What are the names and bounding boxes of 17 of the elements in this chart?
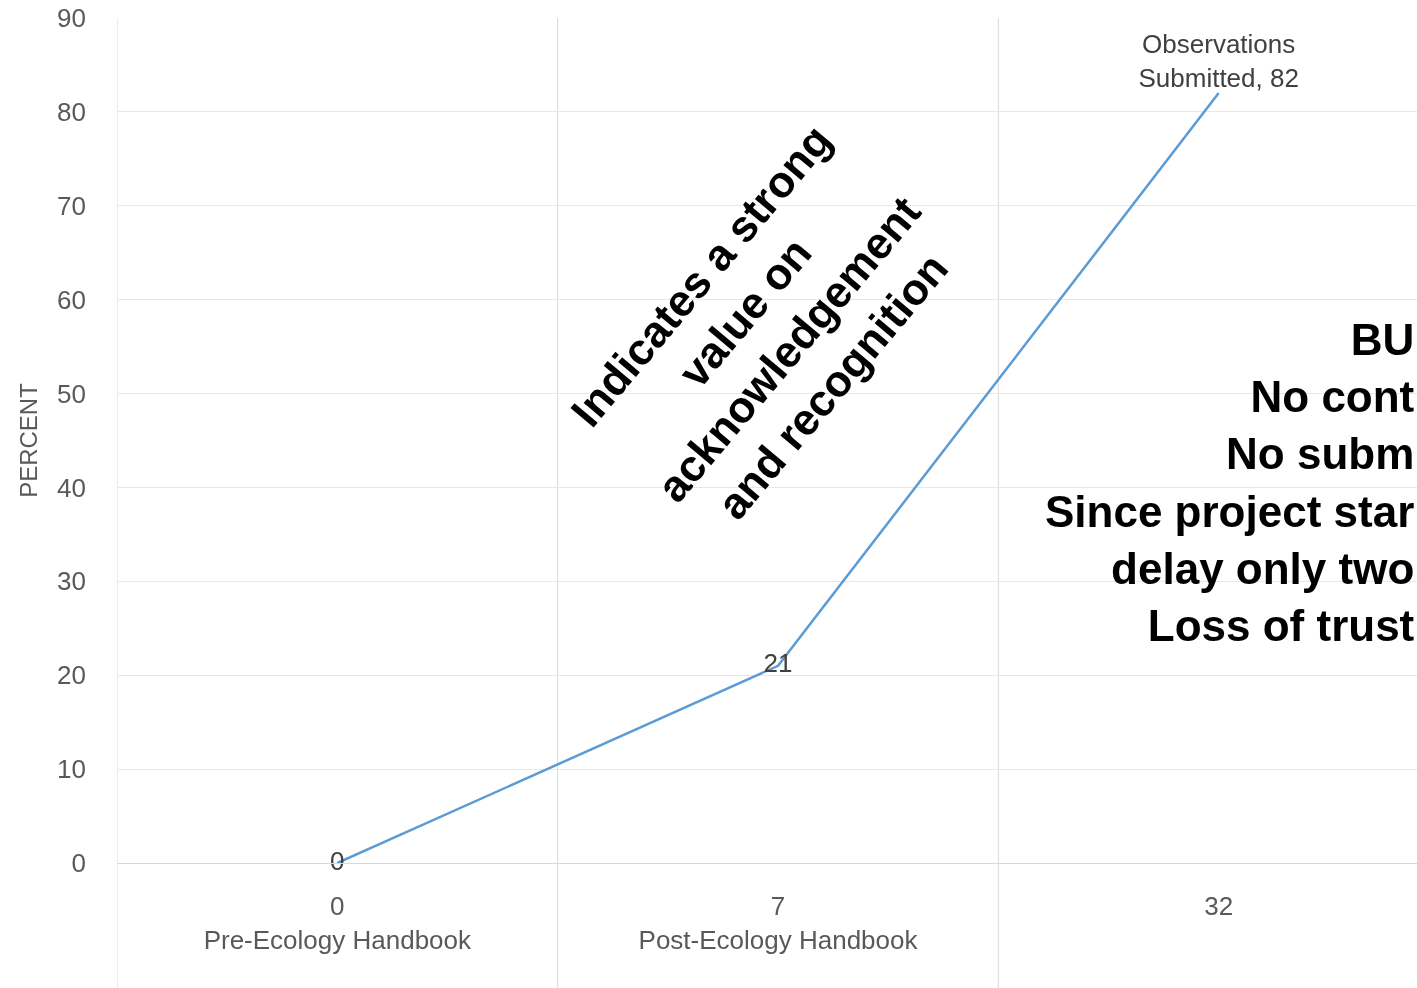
y-tick-label: 20 (57, 660, 86, 691)
y-axis-title: PERCENT (15, 382, 43, 498)
annotation: BU No cont No subm Since project star delay only two Loss of trust (1045, 315, 1415, 650)
x-tick-label: 7 Post-Ecology Handbook (638, 891, 919, 955)
data-label: Observations Submitted, 82 (1138, 28, 1299, 93)
x-tick-label: 32 (1204, 891, 1234, 922)
y-tick-label: 80 (57, 96, 86, 127)
y-tick-label: 60 (57, 284, 86, 315)
y-tick-label: 50 (57, 378, 86, 409)
data-label: 0 (330, 845, 345, 876)
y-tick-label: 70 (57, 190, 86, 221)
y-tick-label: 90 (57, 3, 86, 34)
y-tick-label: 0 (71, 848, 86, 879)
y-tick-label: 10 (57, 754, 86, 785)
y-tick-label: 30 (57, 566, 86, 597)
y-tick-label: 40 (57, 472, 86, 503)
x-tick-label: 0 Pre-Ecology Handbook (203, 891, 473, 955)
